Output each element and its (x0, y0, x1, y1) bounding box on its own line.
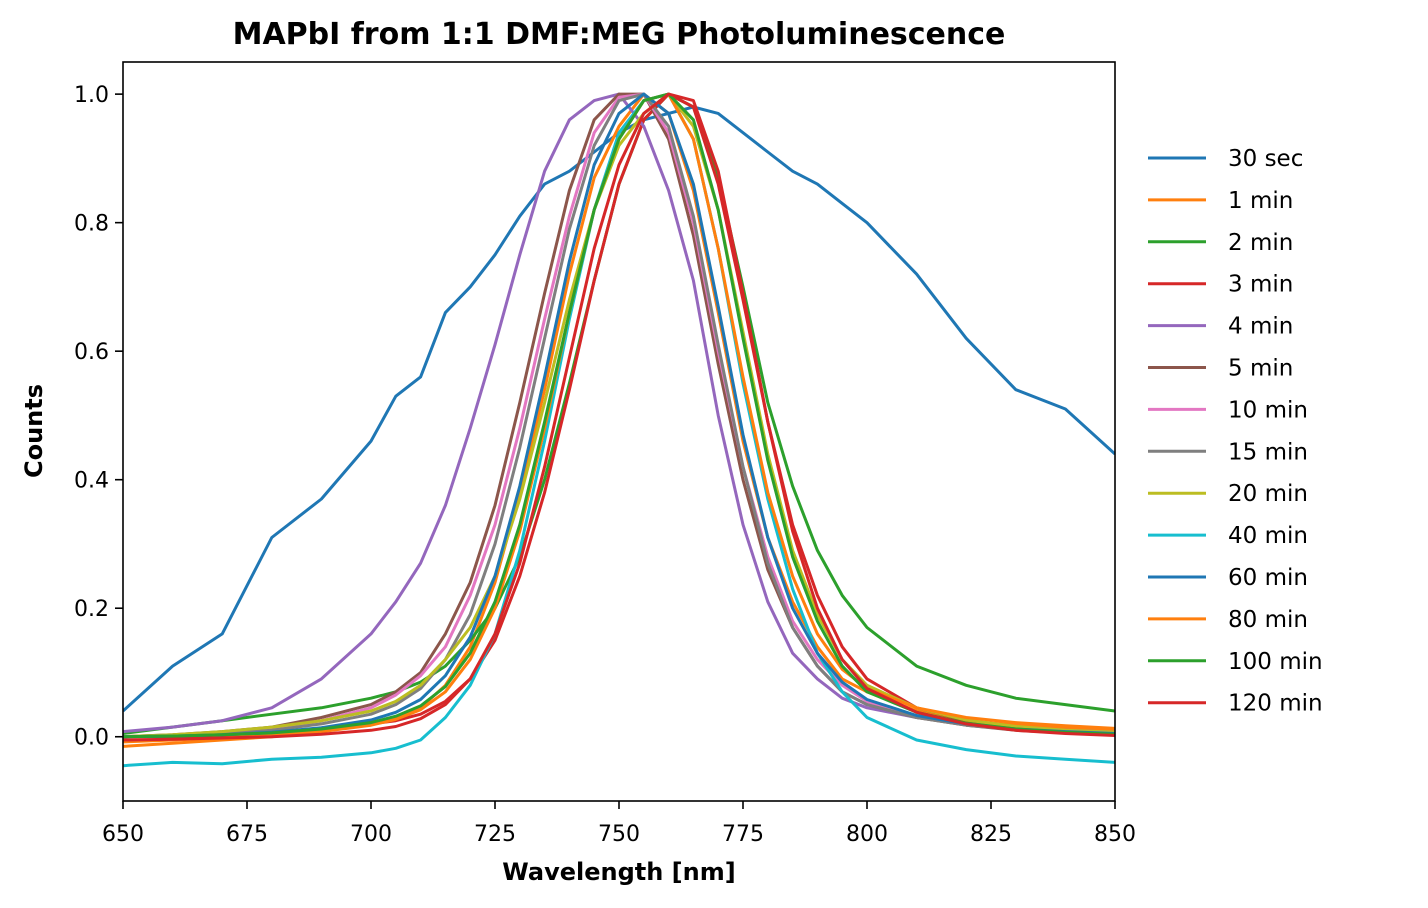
legend-label: 120 min (1228, 691, 1323, 717)
legend-label: 100 min (1228, 649, 1323, 675)
series-line-11 (123, 92, 1115, 744)
series-line-1 (123, 92, 1115, 748)
x-tick-label: 675 (226, 822, 268, 847)
x-tick-label: 850 (1094, 822, 1136, 847)
series-line-10 (123, 92, 1115, 739)
legend-label: 80 min (1228, 607, 1308, 633)
y-axis-label: Counts (20, 384, 48, 478)
plot-frame (122, 61, 1116, 802)
series-line-9 (123, 92, 1115, 768)
x-tick-label: 650 (102, 822, 144, 847)
legend-label: 3 min (1228, 272, 1293, 298)
series-line-8 (123, 92, 1115, 739)
y-tick-label: 0.6 (74, 340, 109, 365)
legend-label: 40 min (1228, 523, 1308, 549)
legend-label: 60 min (1228, 565, 1308, 591)
x-tick-label: 775 (722, 822, 764, 847)
series-line-0 (123, 105, 1115, 713)
series-line-3 (123, 92, 1115, 739)
legend-label: 30 sec (1228, 146, 1303, 172)
series-line-12 (123, 92, 1115, 739)
plot-area (123, 92, 1115, 768)
series-line-13 (123, 92, 1115, 742)
legend: 30 sec 1 min 2 min 3 min 4 min 5 min 10 min 15 … (1148, 146, 1323, 717)
legend-label: 20 min (1228, 481, 1308, 507)
y-tick-label: 0.8 (74, 212, 109, 237)
series-line-7 (123, 92, 1115, 739)
legend-label: 10 min (1228, 397, 1308, 423)
x-tick-label: 825 (970, 822, 1012, 847)
x-tick-label: 725 (474, 822, 516, 847)
y-tick-label: 0.2 (74, 597, 109, 622)
series-line-5 (123, 92, 1115, 739)
y-tick-label: 1.0 (74, 83, 109, 108)
x-tick-label: 750 (598, 822, 640, 847)
y-axis: 0.0 0.2 0.4 0.6 0.8 1.0 (74, 83, 123, 751)
legend-label: 15 min (1228, 439, 1308, 465)
legend-label: 4 min (1228, 314, 1293, 340)
chart-title: MAPbI from 1:1 DMF:MEG Photoluminescence (233, 17, 1006, 52)
x-axis: 650 675 700 725 750 775 800 825 850 (102, 801, 1136, 847)
x-axis-label: Wavelength [nm] (502, 858, 735, 886)
y-tick-label: 0.0 (74, 726, 109, 751)
x-tick-label: 700 (350, 822, 392, 847)
y-tick-label: 0.4 (74, 469, 109, 494)
legend-label: 1 min (1228, 188, 1293, 214)
legend-label: 5 min (1228, 356, 1293, 382)
series-line-6 (123, 92, 1115, 739)
legend-label: 2 min (1228, 230, 1293, 256)
x-tick-label: 800 (846, 822, 888, 847)
